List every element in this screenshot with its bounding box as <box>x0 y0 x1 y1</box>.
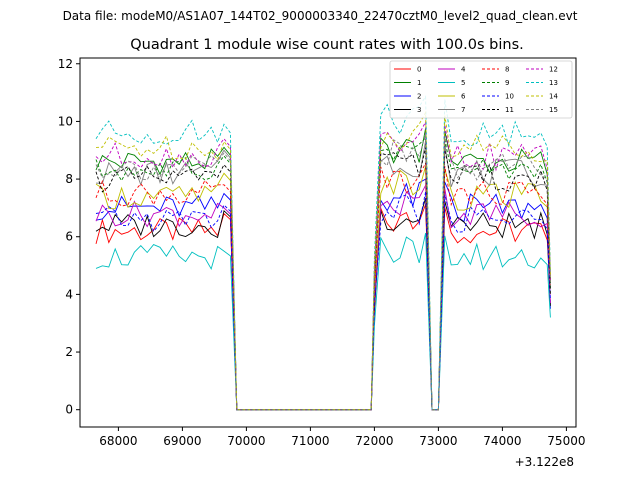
plot-frame <box>79 57 577 428</box>
x-offset-label: +3.122e8 <box>515 455 574 469</box>
legend-label-9: 9 <box>505 79 509 87</box>
x-tick-label: 69000 <box>163 434 201 448</box>
y-tick-label: 0 <box>65 403 73 417</box>
legend-label-14: 14 <box>549 93 558 101</box>
y-tick-label: 2 <box>65 345 73 359</box>
y-tick-label: 4 <box>65 287 73 301</box>
chart-title: Quadrant 1 module wise count rates with … <box>130 37 524 53</box>
legend-label-12: 12 <box>549 66 558 74</box>
series-line-14 <box>95 110 551 411</box>
legend-label-15: 15 <box>549 106 558 114</box>
legend-label-5: 5 <box>461 79 465 87</box>
series-line-8 <box>95 161 551 411</box>
legend-label-10: 10 <box>505 93 514 101</box>
y-tick-label: 8 <box>65 172 73 186</box>
series-layer <box>95 95 551 411</box>
legend-label-13: 13 <box>549 79 558 87</box>
data-file-caption: Data file: modeM0/AS1A07_144T02_90000033… <box>63 9 578 23</box>
legend-label-4: 4 <box>461 66 466 74</box>
y-tick-label: 10 <box>58 114 73 128</box>
x-axis: 68000 69000 70000 71000 72000 73000 74000 75000 <box>99 427 585 448</box>
x-tick-label: 71000 <box>291 434 329 448</box>
x-tick-label: 68000 <box>99 434 137 448</box>
x-tick-label: 74000 <box>483 434 521 448</box>
y-axis: 0 2 4 6 8 10 12 <box>58 57 80 417</box>
legend-label-3: 3 <box>417 106 421 114</box>
legend-label-7: 7 <box>461 106 465 114</box>
legend-label-6: 6 <box>461 93 466 101</box>
legend-label-1: 1 <box>417 79 421 87</box>
x-tick-label: 70000 <box>227 434 265 448</box>
plot-area <box>80 58 576 427</box>
y-tick-label: 12 <box>58 57 73 71</box>
x-tick-label: 75000 <box>547 434 585 448</box>
x-tick-label: 72000 <box>355 434 393 448</box>
legend-label-8: 8 <box>505 66 509 74</box>
y-tick-label: 6 <box>65 230 73 244</box>
series-line-13 <box>95 95 551 411</box>
series-line-15 <box>95 134 551 411</box>
legend-label-0: 0 <box>417 66 421 74</box>
x-tick-label: 73000 <box>419 434 457 448</box>
legend-frame <box>389 60 573 119</box>
legend-label-2: 2 <box>417 93 421 101</box>
legend-label-11: 11 <box>505 106 514 114</box>
